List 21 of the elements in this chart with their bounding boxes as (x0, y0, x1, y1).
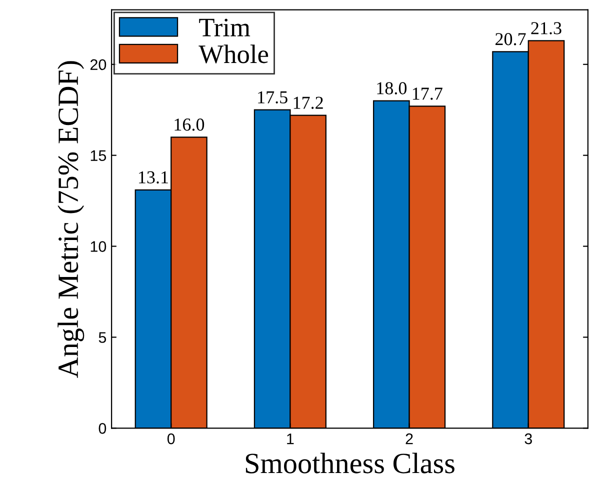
x-tick-label: 0 (167, 433, 175, 444)
y-tick-label: 5 (98, 332, 106, 343)
data-label: 13.1 (139, 171, 168, 184)
data-label: 18.0 (377, 82, 407, 94)
data-label: 20.7 (496, 33, 526, 46)
data-label: 16.0 (174, 118, 204, 131)
data-label: 17.5 (258, 91, 288, 104)
y-axis-title: Angle Metric (75% ECDF) (58, 61, 84, 378)
y-tick-label: 15 (90, 150, 106, 162)
y-tick-label: 20 (90, 59, 106, 70)
data-label: 17.7 (412, 88, 442, 100)
data-label: 17.2 (294, 96, 323, 109)
data-label: 21.3 (531, 22, 562, 34)
legend-label: Whole (198, 44, 268, 64)
y-tick-label: 0 (98, 423, 106, 434)
x-tick-label: 1 (287, 434, 294, 444)
legend-label: Trim (199, 18, 250, 36)
y-tick-label: 10 (90, 241, 106, 252)
x-tick-label: 2 (406, 433, 413, 444)
x-axis-title: Smoothness Class (246, 452, 454, 474)
x-tick-label: 3 (524, 433, 532, 444)
